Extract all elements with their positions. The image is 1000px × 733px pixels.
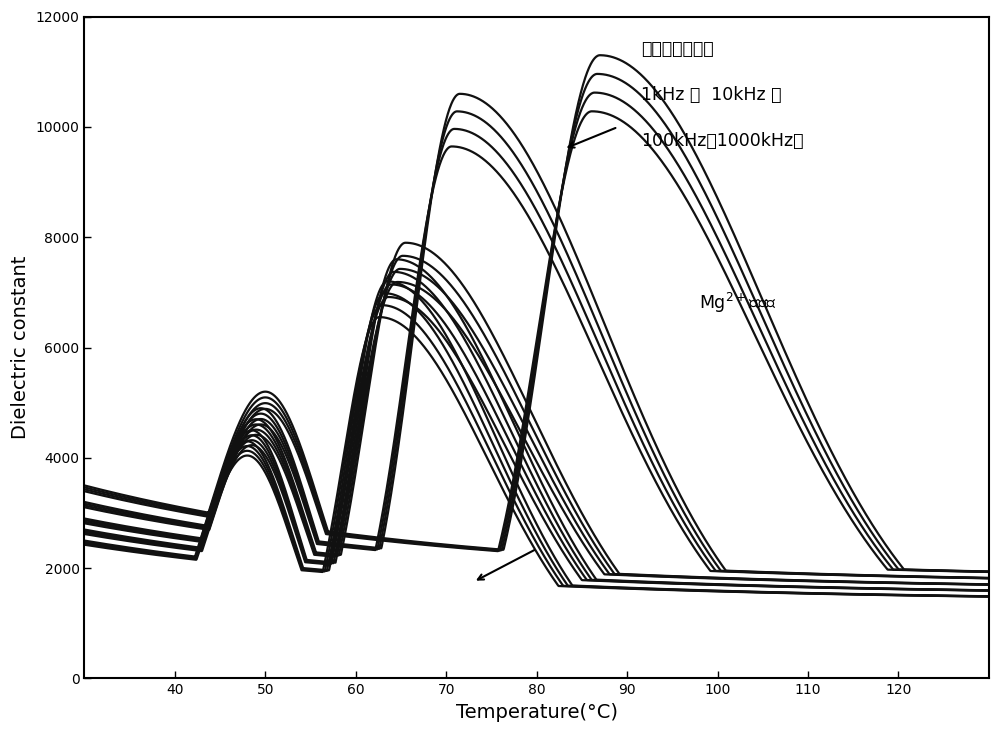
Text: 1kHz 、  10kHz 、: 1kHz 、 10kHz 、	[641, 86, 781, 104]
Text: 测试频率分别为: 测试频率分别为	[641, 40, 713, 58]
X-axis label: Temperature(°C): Temperature(°C)	[456, 703, 618, 722]
Text: 100kHz、1000kHz、: 100kHz、1000kHz、	[641, 133, 803, 150]
Text: Mg$^{2+}$加入量: Mg$^{2+}$加入量	[699, 291, 777, 315]
Y-axis label: Dielectric constant: Dielectric constant	[11, 256, 30, 439]
